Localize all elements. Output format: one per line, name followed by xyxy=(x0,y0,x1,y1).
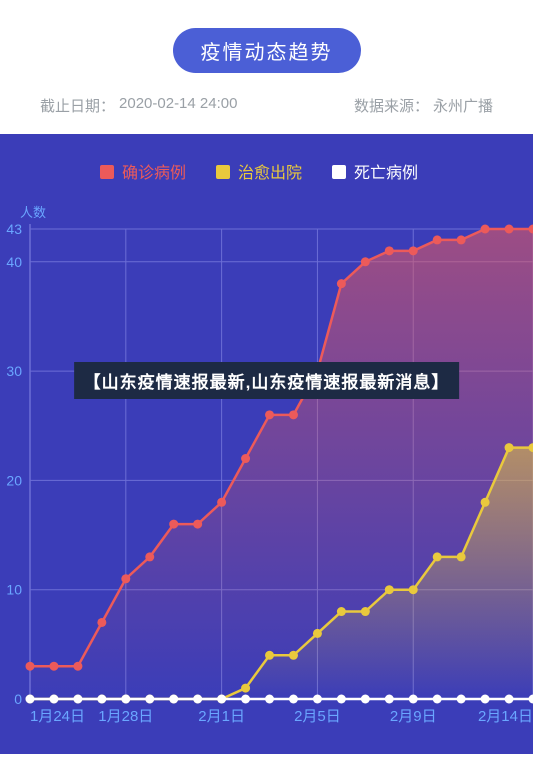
x-tick-label: 2月1日 xyxy=(198,708,245,725)
series-marker-death xyxy=(121,695,130,704)
series-marker-confirmed xyxy=(97,618,106,627)
series-marker-cured xyxy=(289,651,298,660)
series-marker-confirmed xyxy=(73,662,82,671)
legend-swatch-cured xyxy=(216,165,230,179)
series-marker-cured xyxy=(361,607,370,616)
series-marker-death xyxy=(361,695,370,704)
chart-area: 人数 0 10 20 30 40 43 1月24日 1月28日 2月1日 2月5日 2月9日 2月14日… xyxy=(0,134,533,754)
series-marker-confirmed xyxy=(505,225,514,234)
series-marker-death xyxy=(289,695,298,704)
meta-row: 截止日期： 2020-02-14 24:00 数据来源： 永州广播 xyxy=(0,73,533,134)
series-marker-death xyxy=(193,695,202,704)
series-marker-confirmed xyxy=(265,410,274,419)
series-marker-confirmed xyxy=(481,225,490,234)
y-tick-label: 20 xyxy=(6,472,22,488)
series-marker-death xyxy=(49,695,58,704)
y-tick-label: 40 xyxy=(6,254,22,270)
series-marker-cured xyxy=(457,552,466,561)
data-source: 数据来源： 永州广播 xyxy=(354,95,493,116)
series-marker-death xyxy=(217,695,226,704)
legend-swatch-death xyxy=(332,165,346,179)
legend-swatch-confirmed xyxy=(100,165,114,179)
y-tick-label: 0 xyxy=(14,691,22,707)
y-axis-title: 人数 xyxy=(20,205,46,220)
header-pill: 疫情动态趋势 xyxy=(173,28,361,73)
series-marker-confirmed xyxy=(49,662,58,671)
series-marker-death xyxy=(457,695,466,704)
series-marker-confirmed xyxy=(385,246,394,255)
series-marker-death xyxy=(26,695,35,704)
series-marker-confirmed xyxy=(26,662,35,671)
series-marker-death xyxy=(265,695,274,704)
series-marker-confirmed xyxy=(361,257,370,266)
series-marker-death xyxy=(385,695,394,704)
legend-label-confirmed: 确诊病例 xyxy=(122,164,186,182)
series-marker-cured xyxy=(337,607,346,616)
y-tick-label: 10 xyxy=(6,582,22,598)
trend-chart: 人数 0 10 20 30 40 43 1月24日 1月28日 2月1日 2月5日 2月9日 2月14日… xyxy=(0,134,533,754)
x-tick-label: 2月5日 xyxy=(294,708,341,725)
source-value: 永州广播 xyxy=(433,95,493,116)
series-marker-death xyxy=(337,695,346,704)
series-marker-confirmed xyxy=(337,279,346,288)
series-marker-cured xyxy=(265,651,274,660)
x-tick-label: 2月9日 xyxy=(390,708,437,725)
y-tick-label: 43 xyxy=(6,221,22,237)
series-marker-confirmed xyxy=(241,454,250,463)
series-marker-confirmed xyxy=(457,235,466,244)
cutoff-label: 截止日期： xyxy=(40,95,115,116)
series-marker-cured xyxy=(505,443,514,452)
cutoff-value: 2020-02-14 24:00 xyxy=(119,95,237,116)
series-marker-confirmed xyxy=(409,246,418,255)
series-marker-confirmed xyxy=(145,552,154,561)
overlay-banner: 【山东疫情速报最新,山东疫情速报最新消息】 xyxy=(74,362,460,399)
series-marker-cured xyxy=(433,552,442,561)
series-marker-death xyxy=(241,695,250,704)
cutoff-date: 截止日期： 2020-02-14 24:00 xyxy=(40,95,237,116)
series-marker-confirmed xyxy=(289,410,298,419)
legend-label-death: 死亡病例 xyxy=(354,164,418,182)
series-marker-death xyxy=(313,695,322,704)
series-marker-death xyxy=(145,695,154,704)
series-marker-confirmed xyxy=(217,498,226,507)
series-marker-cured xyxy=(385,585,394,594)
source-label: 数据来源： xyxy=(354,95,429,116)
series-marker-cured xyxy=(481,498,490,507)
legend-label-cured: 治愈出院 xyxy=(238,164,302,182)
series-marker-cured xyxy=(241,684,250,693)
series-marker-confirmed xyxy=(433,235,442,244)
y-tick-label: 30 xyxy=(6,363,22,379)
series-marker-death xyxy=(481,695,490,704)
series-marker-cured xyxy=(409,585,418,594)
series-marker-death xyxy=(409,695,418,704)
series-marker-death xyxy=(97,695,106,704)
x-tick-label: 1月24日 xyxy=(30,708,85,725)
series-marker-death xyxy=(505,695,514,704)
series-marker-death xyxy=(169,695,178,704)
series-marker-death xyxy=(73,695,82,704)
x-tick-label: 2月14日 xyxy=(478,708,533,725)
series-marker-cured xyxy=(313,629,322,638)
series-marker-confirmed xyxy=(121,574,130,583)
series-marker-death xyxy=(433,695,442,704)
series-marker-confirmed xyxy=(193,520,202,529)
series-marker-confirmed xyxy=(169,520,178,529)
x-tick-label: 1月28日 xyxy=(98,708,153,725)
